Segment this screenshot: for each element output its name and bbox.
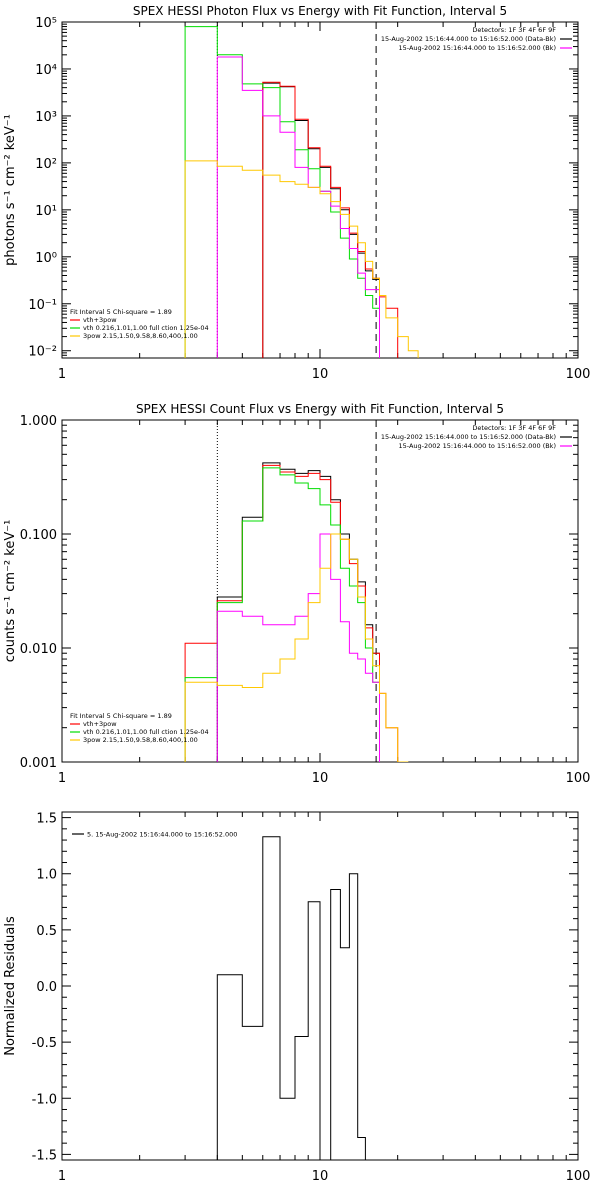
y-tick-label: 0.010 xyxy=(20,642,57,657)
legend-entry: 15-Aug-2002 15:16:44.000 to 15:16:52.000… xyxy=(399,442,556,450)
x-tick-label: 10 xyxy=(312,771,329,786)
series-line xyxy=(184,26,380,358)
chart-title: SPEX HESSI Count Flux vs Energy with Fit… xyxy=(136,402,504,416)
legend-entry: vth 0.216,1.01,1.00 full ction 1.25e-04 xyxy=(83,728,209,736)
y-axis-label: photons s⁻¹ cm⁻² keV⁻¹ xyxy=(3,114,18,266)
x-tick-label: 1 xyxy=(58,367,66,382)
legend-entry: Detectors: 1F 3F 4F 6F 9F xyxy=(472,26,556,34)
x-axis: 1 10 100 xyxy=(58,420,591,786)
series-line xyxy=(216,462,380,762)
y-tick-label: 1.0 xyxy=(36,868,57,883)
x-axis: 1 10 100 xyxy=(58,812,591,1184)
y-tick-label: -1.0 xyxy=(32,1092,57,1107)
x-tick-label: 100 xyxy=(566,367,591,382)
y-tick-label: 10⁰ xyxy=(35,251,57,266)
series-line xyxy=(184,160,419,358)
y-tick-label: -1.5 xyxy=(32,1148,57,1163)
legend-entry: vth+3pow xyxy=(83,316,117,324)
legend-entry: 3pow 2.15,1.50,9.58,8.60,400,1.00 xyxy=(83,736,198,744)
chart-title: SPEX HESSI Photon Flux vs Energy with Fi… xyxy=(133,4,507,18)
y-tick-label: 10⁻² xyxy=(28,345,57,360)
series-line xyxy=(216,836,366,1160)
series-line xyxy=(262,81,399,358)
chart-panel-2: SPEX HESSI Count Flux vs Energy with Fit… xyxy=(3,402,590,786)
legend-bottom: Fit Interval 5 Chi-square = 1.89vth+3pow… xyxy=(70,308,209,340)
y-axis: 0.001 0.010 0.100 1.000 xyxy=(20,414,578,771)
y-axis-label: Normalized Residuals xyxy=(3,916,18,1056)
legend-entry: vth 0.216,1.01,1.00 full ction 1.25e-04 xyxy=(83,324,209,332)
y-tick-label: 1.000 xyxy=(20,414,57,429)
legend-entry: Fit Interval 5 Chi-square = 1.89 xyxy=(70,308,172,316)
y-tick-label: 10¹ xyxy=(35,204,57,219)
legend-bottom: Fit Interval 5 Chi-square = 1.89vth+3pow… xyxy=(70,712,209,744)
legend-entry: 3pow 2.15,1.50,9.58,8.60,400,1.00 xyxy=(83,332,198,340)
y-tick-label: 10² xyxy=(35,157,57,172)
legend-entry: 15-Aug-2002 15:16:44.000 to 15:16:52.000… xyxy=(381,433,556,441)
y-tick-label: -0.5 xyxy=(32,1036,57,1051)
series-line xyxy=(184,467,380,762)
y-tick-label: 1.5 xyxy=(36,812,57,827)
x-tick-label: 100 xyxy=(566,771,591,786)
legend-entry: 5. 15-Aug-2002 15:16:44.000 to 15:16:52.… xyxy=(87,831,237,839)
x-tick-label: 100 xyxy=(566,1169,591,1184)
series-line xyxy=(184,533,409,762)
y-tick-label: 0.5 xyxy=(36,924,57,939)
chart-panel-1: SPEX HESSI Photon Flux vs Energy with Fi… xyxy=(3,4,590,382)
y-axis: -1.5 -1.0 -0.5 0.0 0.5 1.0 1.5 xyxy=(32,812,578,1163)
y-tick-label: 0.100 xyxy=(20,528,57,543)
legend-entry: 15-Aug-2002 15:16:44.000 to 15:16:52.000… xyxy=(381,35,556,43)
y-tick-label: 10⁻¹ xyxy=(28,298,57,313)
legend-entry: Fit Interval 5 Chi-square = 1.89 xyxy=(70,712,172,720)
legend-entry: vth+3pow xyxy=(83,720,117,728)
y-axis: 10⁻² 10⁻¹ 10⁰ 10¹ 10² 10³ 10⁴ 10⁵ xyxy=(28,16,578,360)
series-line xyxy=(216,56,380,358)
y-tick-label: 0.001 xyxy=(20,756,57,771)
x-tick-label: 1 xyxy=(58,771,66,786)
y-tick-label: 0.0 xyxy=(36,980,57,995)
legend-top: 5. 15-Aug-2002 15:16:44.000 to 15:16:52.… xyxy=(72,831,237,839)
x-tick-label: 1 xyxy=(58,1169,66,1184)
y-tick-label: 10³ xyxy=(35,110,57,125)
legend-entry: 15-Aug-2002 15:16:44.000 to 15:16:52.000… xyxy=(399,44,556,52)
x-tick-label: 10 xyxy=(312,1169,329,1184)
legend-entry: Detectors: 1F 3F 4F 6F 9F xyxy=(472,424,556,432)
x-axis: 1 10 100 xyxy=(58,22,591,382)
y-tick-label: 10⁴ xyxy=(35,63,57,78)
series-line xyxy=(216,533,380,762)
x-tick-label: 10 xyxy=(312,367,329,382)
y-tick-label: 10⁵ xyxy=(35,16,57,31)
y-axis-label: counts s⁻¹ cm⁻² keV⁻¹ xyxy=(3,520,18,663)
chart-panel-3: 1 10 100 -1.5 -1.0 -0.5 0.0 0.5 1.0 1.5 Normalized… xyxy=(3,811,591,1184)
